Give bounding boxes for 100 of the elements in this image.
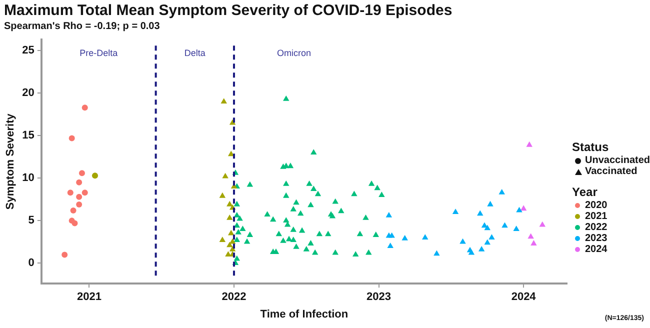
point bbox=[236, 215, 243, 221]
x-tick-label: 2022 bbox=[222, 291, 246, 304]
point bbox=[82, 190, 88, 196]
point bbox=[244, 238, 250, 244]
point bbox=[62, 252, 68, 258]
point bbox=[92, 172, 98, 179]
point bbox=[422, 234, 428, 240]
point bbox=[316, 230, 323, 236]
point bbox=[297, 210, 304, 216]
point bbox=[468, 249, 475, 255]
y-tick-label: 15 bbox=[22, 130, 34, 142]
y-tick-label: 25 bbox=[22, 44, 34, 57]
point bbox=[76, 202, 82, 208]
point bbox=[82, 104, 88, 111]
point bbox=[368, 180, 375, 186]
point bbox=[290, 206, 296, 212]
text: Unvaccinated bbox=[585, 155, 650, 166]
point bbox=[78, 170, 85, 176]
point bbox=[220, 98, 227, 104]
point bbox=[234, 236, 240, 242]
point bbox=[229, 246, 236, 252]
legend-title: Year bbox=[572, 185, 598, 199]
point bbox=[484, 239, 490, 245]
point bbox=[402, 234, 408, 240]
point bbox=[293, 199, 300, 205]
point bbox=[487, 200, 494, 206]
x-tick-label: 2023 bbox=[366, 291, 392, 304]
point bbox=[362, 214, 369, 220]
annotation: Omicron bbox=[276, 48, 312, 58]
point bbox=[286, 236, 292, 242]
point bbox=[246, 181, 254, 187]
point bbox=[374, 184, 380, 190]
point bbox=[293, 243, 300, 249]
point bbox=[222, 172, 228, 178]
legend-label: 2021 bbox=[585, 211, 608, 222]
legend-label: 2022 bbox=[585, 222, 608, 233]
point bbox=[67, 190, 74, 196]
point bbox=[240, 226, 246, 231]
point bbox=[287, 162, 294, 168]
point bbox=[378, 192, 385, 197]
point bbox=[338, 208, 344, 214]
point bbox=[310, 186, 317, 192]
point bbox=[539, 221, 546, 227]
point bbox=[283, 180, 290, 186]
point bbox=[76, 179, 82, 186]
point bbox=[76, 194, 82, 200]
point bbox=[520, 205, 527, 211]
legend-label: 2024 bbox=[585, 244, 608, 255]
point bbox=[298, 227, 306, 233]
point bbox=[70, 207, 76, 214]
annotation: Delta bbox=[184, 48, 206, 58]
point bbox=[280, 237, 286, 243]
point bbox=[478, 246, 485, 252]
point bbox=[308, 202, 314, 208]
point bbox=[229, 238, 236, 244]
point bbox=[264, 211, 270, 217]
point bbox=[270, 216, 276, 222]
point bbox=[283, 192, 290, 198]
point bbox=[460, 238, 466, 244]
point bbox=[386, 212, 392, 218]
point bbox=[526, 141, 532, 147]
point bbox=[312, 249, 318, 255]
point bbox=[502, 222, 508, 228]
point bbox=[72, 220, 78, 226]
point bbox=[332, 249, 338, 255]
point bbox=[332, 198, 338, 204]
point bbox=[276, 230, 282, 236]
point bbox=[324, 230, 332, 236]
x-tick-label: 2024 bbox=[511, 291, 537, 304]
annotation: Pre-Delta bbox=[80, 48, 118, 58]
y-tick-label: 10 bbox=[22, 172, 34, 184]
x-axis-title: Time of Infection bbox=[260, 308, 348, 320]
point bbox=[234, 200, 240, 206]
y-tick-label: 0 bbox=[28, 257, 34, 270]
point bbox=[477, 210, 484, 216]
point bbox=[528, 233, 534, 239]
point bbox=[235, 228, 242, 234]
point bbox=[352, 251, 359, 256]
point bbox=[306, 180, 312, 186]
point bbox=[226, 242, 233, 248]
point bbox=[530, 240, 537, 246]
point bbox=[388, 232, 395, 238]
text: Vaccinated bbox=[585, 166, 638, 177]
point bbox=[351, 190, 358, 196]
point bbox=[290, 236, 296, 242]
point bbox=[310, 149, 317, 154]
text: Status bbox=[572, 140, 610, 154]
y-tick-label: 20 bbox=[22, 87, 34, 100]
chart-title: Maximum Total Mean Symptom Severity of COVID-19 Episodes bbox=[4, 2, 452, 19]
point bbox=[68, 135, 75, 142]
legend-label: 2020 bbox=[585, 200, 608, 211]
point bbox=[303, 246, 310, 252]
chart-subtitle: Spearman's Rho = -0.19; p = 0.03 bbox=[4, 21, 160, 32]
point bbox=[308, 240, 314, 246]
point bbox=[356, 230, 364, 236]
point bbox=[314, 190, 322, 196]
x-tick-label: 2021 bbox=[76, 291, 102, 304]
legend-label: 2023 bbox=[585, 233, 608, 244]
point bbox=[219, 192, 226, 198]
point bbox=[283, 96, 290, 101]
